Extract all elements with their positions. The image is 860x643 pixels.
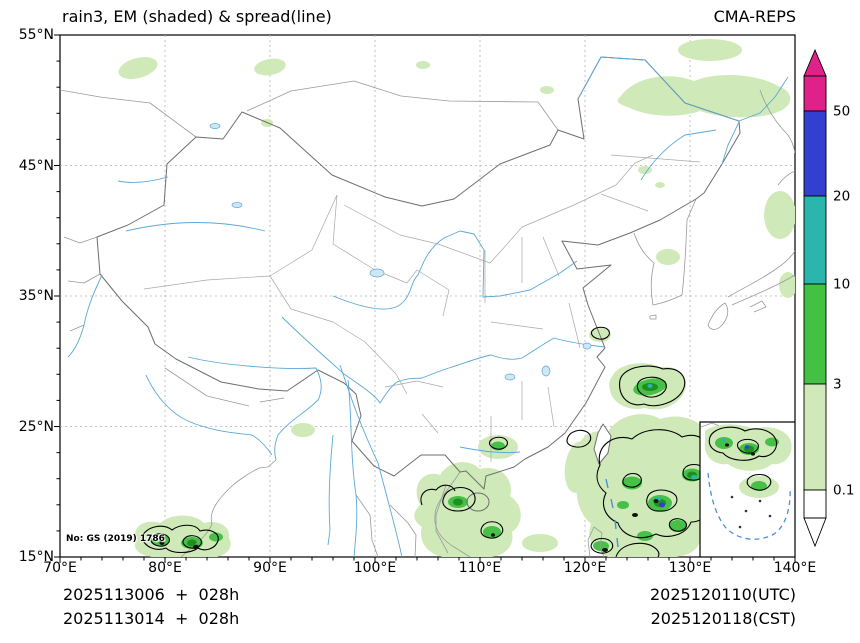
colorbar-under-arrow xyxy=(803,517,827,548)
x-tick-label: 120°E xyxy=(563,560,607,576)
colorbar: 50 20 10 3 0.1 xyxy=(803,48,854,548)
x-tick-label: 70°E xyxy=(43,560,77,576)
init-time-cst-line: 2025113014 + 028h xyxy=(63,609,240,628)
valid-time-utc: 2025120110(UTC) xyxy=(650,585,796,604)
x-tick-label: 80°E xyxy=(148,560,182,576)
colorbar-segment xyxy=(803,110,827,197)
colorbar-segment xyxy=(803,283,827,385)
colorbar-segment xyxy=(803,489,827,519)
inset-coastline xyxy=(700,422,721,428)
colorbar-tick-label: 0.1 xyxy=(833,483,854,499)
precip-extreme-dots xyxy=(647,384,697,508)
inset-nine-dash-line xyxy=(707,472,791,540)
rivers xyxy=(67,56,789,557)
province-borders xyxy=(143,154,701,462)
y-tick-label: 35°N xyxy=(18,288,54,304)
model-name: CMA-REPS xyxy=(713,7,796,26)
colorbar-segment xyxy=(803,75,827,112)
inset-islands xyxy=(730,495,772,529)
init-time-utc-line: 2025113006 + 028h xyxy=(63,585,240,604)
spread-contours xyxy=(141,326,719,557)
colorbar-segment xyxy=(803,195,827,285)
x-tick-label: 100°E xyxy=(353,560,397,576)
y-tick-label: 45°N xyxy=(18,157,54,174)
inset-border xyxy=(699,421,795,557)
maritime-dash-line xyxy=(605,478,619,548)
y-tick-label: 25°N xyxy=(18,418,54,435)
valid-time-cst: 2025120118(CST) xyxy=(650,609,796,628)
colorbar-tick-label: 3 xyxy=(833,377,842,393)
colorbar-tick-label: 20 xyxy=(833,189,850,205)
colorbar-over-arrow xyxy=(803,48,827,77)
y-tick-label: 55°N xyxy=(18,27,54,43)
x-tick-label: 110°E xyxy=(458,560,502,576)
spread-black-specks xyxy=(159,499,659,552)
colorbar-tick-label: 50 xyxy=(833,104,850,120)
x-tick-label: 90°E xyxy=(253,560,287,576)
x-tick-label: 130°E xyxy=(668,560,712,576)
chart-title: rain3, EM (shaded) & spread(line) xyxy=(62,7,332,26)
axis-ticks xyxy=(54,34,796,563)
x-tick-label: 140°E xyxy=(773,560,817,576)
colorbar-tick-label: 10 xyxy=(833,277,850,293)
colorbar-segment xyxy=(803,383,827,491)
china-border xyxy=(96,56,741,512)
map-license-note: No: GS (2019) 1786 xyxy=(66,534,165,544)
south-china-sea-inset xyxy=(699,421,795,557)
y-tick-label: 15°N xyxy=(18,549,54,565)
foreign-borders xyxy=(60,80,795,557)
map xyxy=(60,39,795,557)
